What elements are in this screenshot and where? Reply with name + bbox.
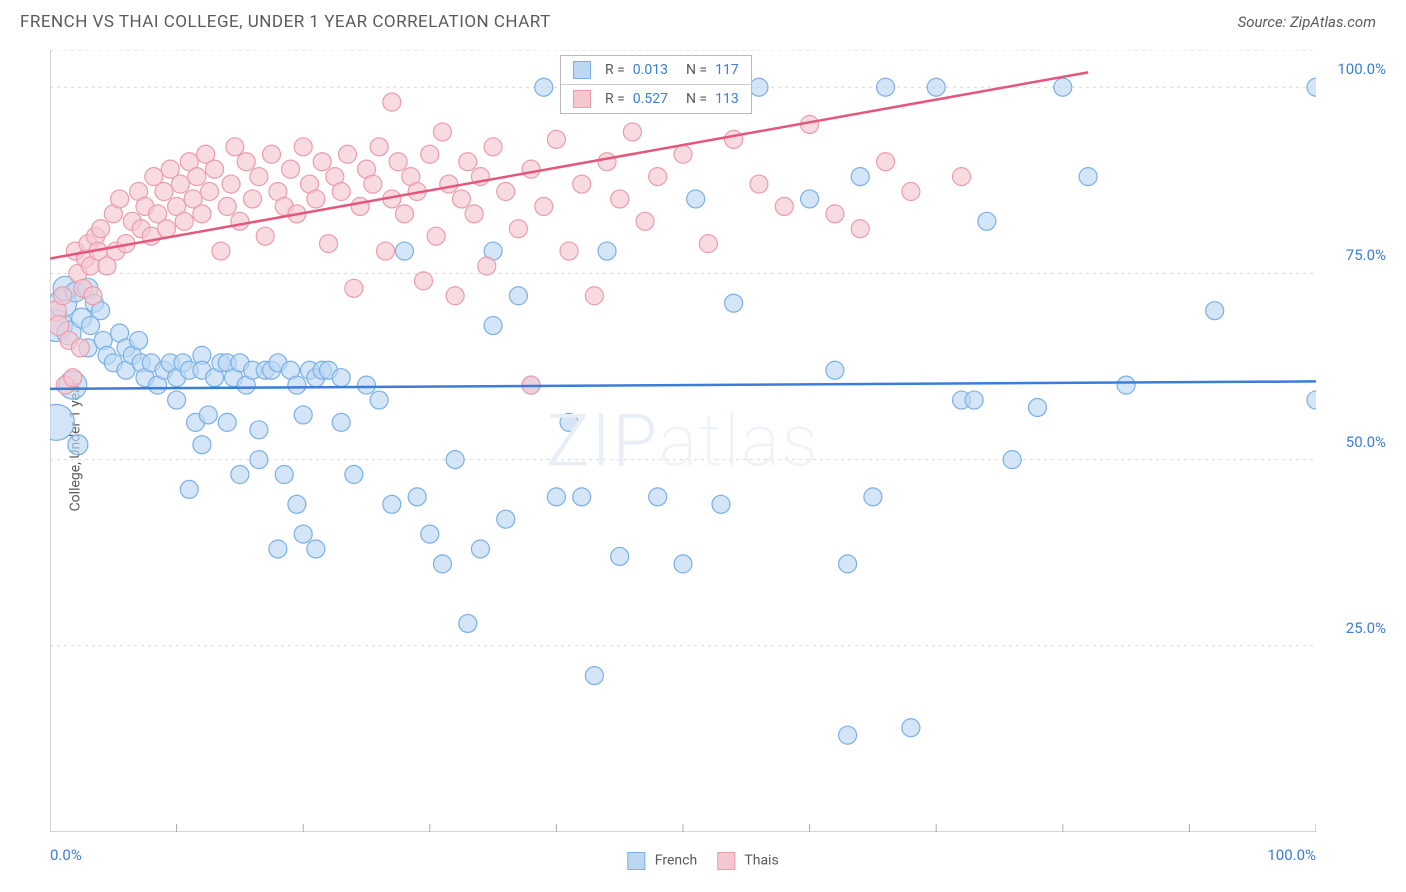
legend-label-french: French [655,853,697,869]
stat-r-thais: 0.527 [633,91,668,107]
stats-swatch-thais [573,90,591,108]
chart-svg [50,50,1316,832]
stat-r-label: R = [605,62,625,78]
stats-row-thais: R = 0.527 N = 113 [561,84,751,113]
legend-swatch-thais [717,852,735,870]
chart-plot-area: ZIPatlas [50,50,1316,832]
y-tick-label: 50.0% [1346,433,1386,451]
stats-swatch-french [573,61,591,79]
stat-r-label: R = [605,91,625,107]
stat-n-french: 117 [715,62,739,78]
y-tick-label: 25.0% [1346,619,1386,637]
stat-n-label: N = [686,91,707,107]
legend-swatch-french [627,852,645,870]
chart-title: FRENCH VS THAI COLLEGE, UNDER 1 YEAR COR… [20,12,551,32]
legend: French Thais [627,852,778,870]
legend-item-thais: Thais [717,852,779,870]
y-tick-label: 75.0% [1346,246,1386,264]
y-tick-labels: 25.0% 50.0% 75.0% 100.0% [1326,50,1386,832]
stat-n-thais: 113 [715,91,739,107]
legend-label-thais: Thais [744,853,778,869]
y-tick-label: 100.0% [1337,60,1386,78]
legend-item-french: French [627,852,697,870]
x-tick-min: 0.0% [50,846,82,864]
stats-row-french: R = 0.013 N = 117 [561,56,751,84]
x-tick-max: 100.0% [1267,846,1316,864]
stat-r-french: 0.013 [633,62,668,78]
stat-n-label: N = [686,62,707,78]
stats-box: R = 0.013 N = 117 R = 0.527 N = 113 [560,55,752,114]
source-label: Source: ZipAtlas.com [1238,13,1376,31]
